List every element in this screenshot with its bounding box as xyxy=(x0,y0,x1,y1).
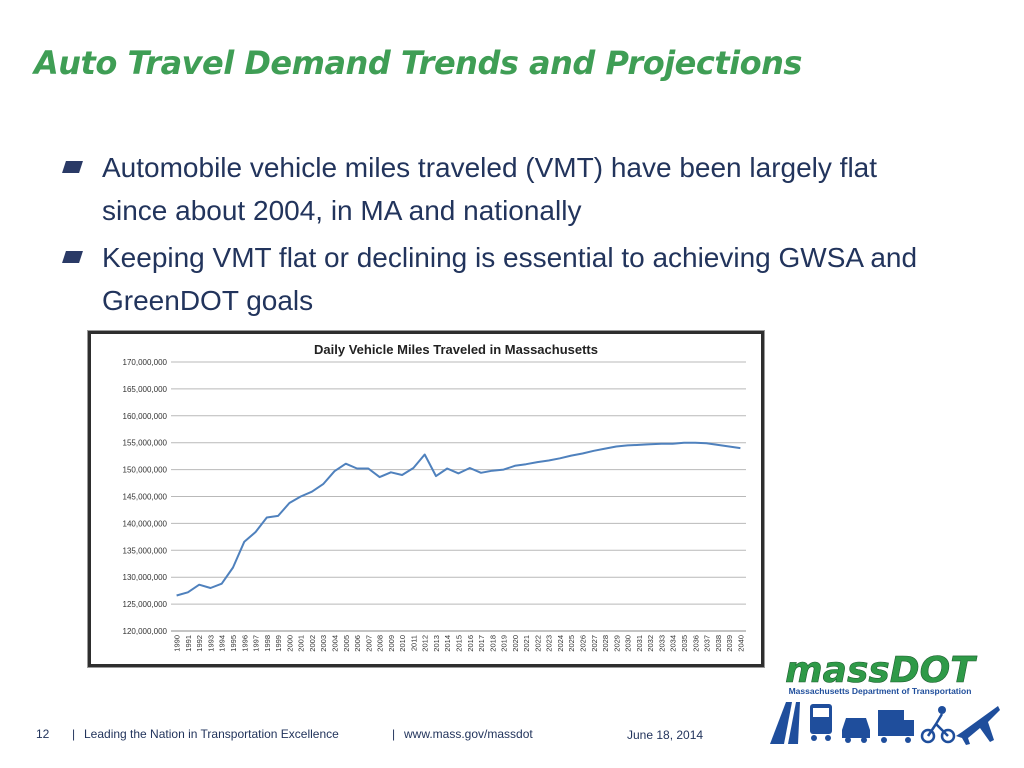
x-tick-label: 2018 xyxy=(488,635,497,652)
x-tick-label: 2012 xyxy=(421,635,430,652)
footer-separator: | xyxy=(72,727,76,741)
y-tick-label: 145,000,000 xyxy=(123,493,168,502)
x-tick-label: 2016 xyxy=(466,635,475,652)
y-tick-label: 150,000,000 xyxy=(123,466,168,475)
x-tick-label: 2004 xyxy=(330,635,339,652)
x-tick-label: 2025 xyxy=(567,635,576,652)
chart-area: Daily Vehicle Miles Traveled in Massachu… xyxy=(91,334,761,664)
x-tick-label: 2023 xyxy=(545,635,554,652)
chart-title: Daily Vehicle Miles Traveled in Massachu… xyxy=(314,342,598,357)
transport-icons xyxy=(770,702,1000,745)
y-tick-label: 165,000,000 xyxy=(123,385,168,394)
x-tick-label: 2040 xyxy=(736,635,745,652)
bullet-text: Keeping VMT flat or declining is essenti… xyxy=(102,242,918,316)
slide-title: Auto Travel Demand Trends and Projection… xyxy=(34,44,802,82)
y-tick-label: 120,000,000 xyxy=(123,627,168,636)
x-tick-label: 2014 xyxy=(443,635,452,652)
x-tick-label: 2020 xyxy=(511,635,520,652)
bullet-list: Automobile vehicle miles traveled (VMT) … xyxy=(62,146,944,326)
x-tick-label: 2034 xyxy=(669,635,678,652)
y-tick-label: 135,000,000 xyxy=(123,546,168,555)
x-tick-label: 2017 xyxy=(477,635,486,652)
x-tick-label: 2036 xyxy=(691,635,700,652)
x-tick-label: 1994 xyxy=(218,635,227,652)
footer-tagline: Leading the Nation in Transportation Exc… xyxy=(84,727,339,741)
x-tick-label: 2033 xyxy=(657,635,666,652)
x-tick-label: 2006 xyxy=(353,635,362,652)
logo-wordmark: massDOT xyxy=(785,650,977,691)
vmt-line-chart: Daily Vehicle Miles Traveled in Massachu… xyxy=(123,342,746,652)
x-tick-label: 1999 xyxy=(274,635,283,652)
x-tick-label: 2027 xyxy=(590,635,599,652)
x-tick-label: 2005 xyxy=(342,635,351,652)
bullet-item: Automobile vehicle miles traveled (VMT) … xyxy=(62,146,944,232)
x-tick-label: 2019 xyxy=(500,635,509,652)
x-tick-label: 1995 xyxy=(229,635,238,652)
x-tick-label: 2002 xyxy=(308,635,317,652)
y-tick-label: 170,000,000 xyxy=(123,358,168,367)
x-tick-label: 1993 xyxy=(206,635,215,652)
footer-website-link[interactable]: www.mass.gov/massdot xyxy=(404,727,533,741)
bullet-item: Keeping VMT flat or declining is essenti… xyxy=(62,236,944,322)
y-tick-label: 140,000,000 xyxy=(123,519,168,528)
x-tick-label: 2026 xyxy=(579,635,588,652)
x-tick-label: 2021 xyxy=(522,635,531,652)
bullet-icon xyxy=(62,251,83,263)
x-tick-label: 1990 xyxy=(173,635,182,652)
massdot-logo: massDOT Massachusetts Department of Tran… xyxy=(770,650,1000,745)
x-tick-label: 2001 xyxy=(297,635,306,652)
footer-date: June 18, 2014 xyxy=(627,728,704,742)
footer-separator: | xyxy=(392,727,396,741)
road-icon xyxy=(770,702,792,744)
x-tick-label: 2013 xyxy=(432,635,441,652)
x-tick-label: 2003 xyxy=(319,635,328,652)
x-tick-label: 2015 xyxy=(455,635,464,652)
x-tick-label: 2008 xyxy=(376,635,385,652)
x-tick-label: 2007 xyxy=(364,635,373,652)
x-tick-label: 2035 xyxy=(680,635,689,652)
x-tick-label: 2000 xyxy=(285,635,294,652)
y-tick-label: 155,000,000 xyxy=(123,439,168,448)
x-tick-label: 2030 xyxy=(624,635,633,652)
x-tick-label: 2011 xyxy=(409,635,418,651)
chart-frame: Daily Vehicle Miles Traveled in Massachu… xyxy=(87,330,765,668)
car-icon xyxy=(842,718,870,738)
bullet-icon xyxy=(62,161,83,173)
bicycle-icon xyxy=(920,728,936,744)
x-tick-label: 2024 xyxy=(556,635,565,652)
page-number: 12 xyxy=(36,727,50,741)
x-tick-label: 2010 xyxy=(398,635,407,652)
bullet-text: Automobile vehicle miles traveled (VMT) … xyxy=(102,152,878,226)
y-tick-label: 160,000,000 xyxy=(123,412,168,421)
x-tick-label: 1997 xyxy=(252,635,261,652)
x-tick-label: 1991 xyxy=(184,635,193,652)
truck-icon xyxy=(878,710,904,736)
y-tick-label: 130,000,000 xyxy=(123,573,168,582)
x-tick-label: 2022 xyxy=(533,635,542,652)
x-tick-label: 1998 xyxy=(263,635,272,652)
x-tick-label: 2029 xyxy=(612,635,621,652)
x-tick-label: 2037 xyxy=(703,635,712,652)
x-tick-label: 2038 xyxy=(714,635,723,652)
x-tick-label: 1992 xyxy=(195,635,204,652)
x-tick-label: 2009 xyxy=(387,635,396,652)
airplane-icon xyxy=(956,706,1000,745)
logo-subtitle: Massachusetts Department of Transportati… xyxy=(789,686,972,696)
x-tick-label: 2039 xyxy=(725,635,734,652)
x-tick-label: 2032 xyxy=(646,635,655,652)
vmt-series-line xyxy=(176,441,741,597)
x-tick-label: 2031 xyxy=(635,635,644,652)
x-tick-label: 1996 xyxy=(240,635,249,652)
x-tick-label: 2028 xyxy=(601,635,610,652)
y-tick-label: 125,000,000 xyxy=(123,600,168,609)
